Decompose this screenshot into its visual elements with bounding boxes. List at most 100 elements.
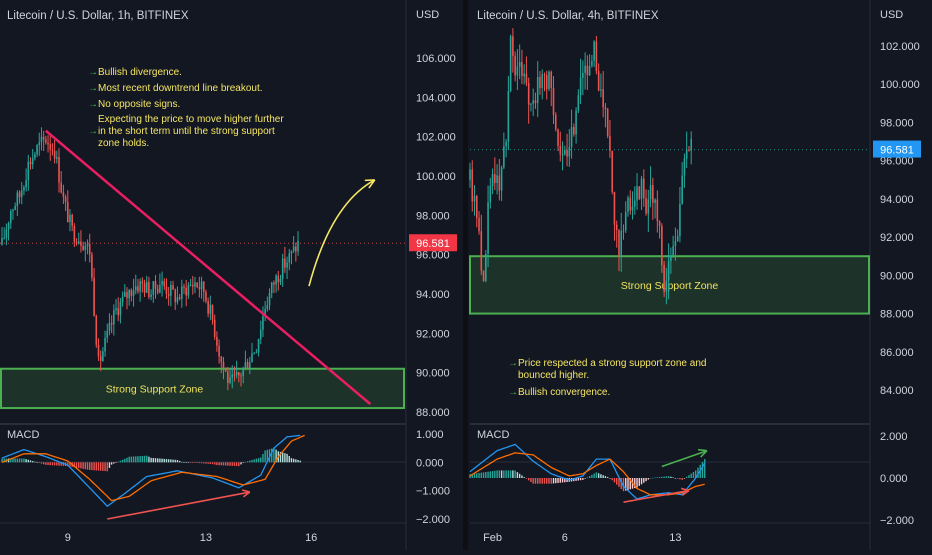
panel2-candle-body (606, 108, 609, 137)
panel2-last-price-badge (873, 140, 921, 158)
panel1-macd-histogram-bar (222, 462, 225, 466)
panel1-candle-body (102, 351, 104, 361)
panel1-candle-body (209, 304, 212, 314)
panel1-candle-body (31, 158, 34, 165)
panel2-macd-label: MACD (477, 429, 509, 441)
panel2-candle-body (611, 150, 613, 192)
panel1-candle-body (176, 297, 179, 302)
panel2-annotation-bullet-icon: → (508, 358, 518, 369)
panel1-macd-histogram-bar (128, 456, 130, 463)
panel2-macd-histogram-bar (586, 477, 589, 478)
panel1-y-tick-label: 106.000 (416, 53, 456, 65)
panel2-candle-body (613, 191, 616, 225)
panel1-macd-histogram-bar (104, 462, 106, 472)
panel2-candle-body (629, 197, 632, 211)
panel2-candle-body (674, 241, 677, 247)
panel2-macd-histogram-bar (611, 478, 613, 481)
panel1-candle-body (38, 142, 41, 146)
panel1-macd-histogram-bar (80, 462, 82, 469)
panel2-macd-histogram-bar (625, 478, 627, 491)
panel1-macd-y-tick-label: −1.000 (416, 486, 450, 498)
panel1-macd-histogram-bar (218, 462, 220, 466)
panel2-candle-body (609, 136, 611, 151)
panel2-candle-body (512, 36, 514, 56)
panel1-macd-divergence-arrowhead (241, 489, 251, 498)
panel2-candle-body (496, 175, 498, 183)
panel2-candle-body (663, 265, 665, 292)
panel2-macd-histogram-bar (503, 470, 505, 478)
panel1-macd-histogram-bar (189, 462, 192, 463)
panel1-macd-histogram-bar (251, 460, 253, 463)
panel2-macd-histogram-bar (688, 475, 690, 478)
panel2-candle-body (597, 71, 600, 91)
panel2-y-tick-label: 102.000 (880, 41, 920, 53)
panel1-candle-body (218, 345, 220, 357)
panel1-macd-histogram-bar (23, 458, 25, 463)
panel1-candle-body (253, 352, 255, 354)
panel1-candle-body (220, 356, 223, 362)
panel1-macd-histogram-bar (240, 462, 242, 465)
panel1-candle-body (82, 245, 84, 251)
panel1-macd-histogram-bar (148, 456, 150, 463)
panel1-macd-y-tick-label: 0.000 (416, 457, 444, 469)
panel1-annotation-bullet-icon: → (88, 126, 98, 137)
panel2-candle-body (683, 158, 686, 176)
panel1-macd-histogram-bar (32, 461, 34, 463)
panel1-macd-histogram-bar (95, 462, 97, 471)
panel2-macd-histogram-bar (471, 473, 473, 478)
panel1-macd-histogram-bar (12, 458, 14, 463)
panel1-candle-body (255, 352, 258, 354)
panel1-candle-body (73, 225, 76, 242)
panel1-x-tick-label: 16 (305, 532, 317, 544)
panel1-candle-body (244, 362, 247, 368)
panel1-y-tick-label: 102.000 (416, 132, 456, 144)
panel2-y-tick-label: 100.000 (880, 79, 920, 91)
panel2-macd-histogram-bar (658, 477, 661, 478)
panel1-candle-body (145, 282, 148, 293)
panel1-macd-histogram-bar (286, 453, 288, 463)
panel1-macd-histogram-bar (288, 455, 290, 463)
panel2-macd-histogram-bar (670, 476, 672, 478)
panel2-macd-divergence-arrowhead (681, 487, 690, 496)
panel2-candle-body (588, 65, 591, 76)
panel2-candle-body (487, 202, 489, 254)
panel1-candle-body (264, 309, 266, 317)
panel1-macd-histogram-bar (139, 456, 141, 463)
panel1-macd-histogram-bar (253, 459, 255, 463)
panel1-candle-body (60, 182, 63, 193)
panel2-candle-body (665, 280, 668, 292)
panel2-candle-body (631, 206, 634, 211)
panel1-candle-body (231, 374, 234, 378)
panel1-macd-histogram-bar (84, 462, 87, 470)
panel2-y-tick-label: 84.000 (880, 385, 914, 397)
panel2-candle-body (647, 199, 650, 214)
panel2-macd-histogram-bar (539, 478, 541, 484)
panel2-annotation-text: Price respected a strong support zone an… (518, 358, 706, 369)
panel1-macd-histogram-bar (56, 462, 58, 466)
panel1-macd-histogram-bar (200, 462, 203, 464)
panel1-candle-body (128, 290, 130, 299)
panel1-candle-body (238, 372, 240, 376)
panel2-candle-body (469, 169, 471, 180)
panel2-candle-body (577, 95, 580, 111)
panel2-macd-histogram-bar (595, 472, 598, 478)
panel2-currency-label: USD (880, 9, 903, 21)
panel2-candle-body (622, 230, 625, 232)
panel1-macd-histogram-bar (220, 462, 222, 466)
panel1-candle-body (185, 287, 187, 296)
panel1-candle-body (163, 281, 166, 287)
panel2-macd-histogram-bar (527, 478, 530, 481)
panel1-macd-histogram-bar (161, 458, 163, 463)
panel1-macd-histogram-bar (126, 457, 128, 463)
panel1-candle-body (69, 214, 71, 223)
panel1-macd-histogram-bar (156, 458, 159, 463)
panel2-macd-histogram-bar (667, 476, 670, 478)
panel1-candle-body (292, 246, 295, 251)
panel2-y-tick-label: 86.000 (880, 347, 914, 359)
panel1-macd-histogram-bar (60, 462, 62, 466)
panel2-macd-histogram-bar (597, 473, 600, 478)
panel1-macd-y-tick-label: −2.000 (416, 514, 450, 526)
panel2-macd-histogram-bar (498, 470, 501, 478)
panel1-macd-histogram-bar (40, 462, 43, 464)
panel1-macd-histogram-bar (152, 457, 155, 463)
